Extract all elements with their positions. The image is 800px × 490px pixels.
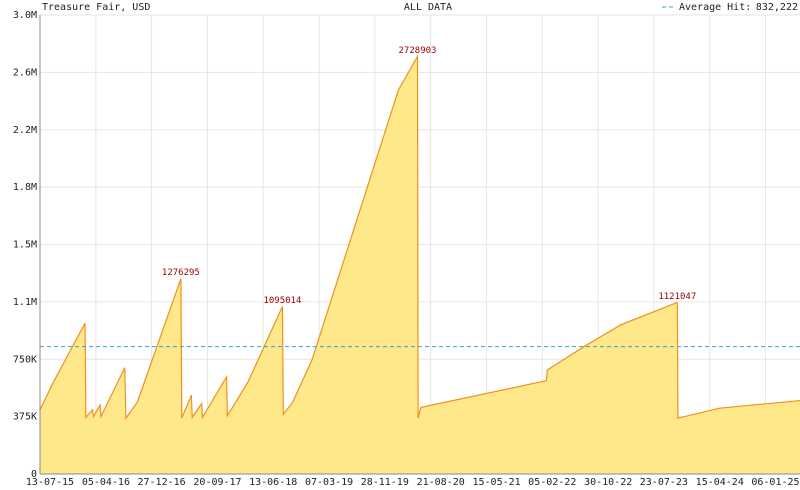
data-label: 2728903	[399, 46, 437, 56]
chart-subtitle: ALL DATA	[404, 2, 452, 13]
y-tick-label: 750K	[13, 354, 37, 365]
x-tick-label: 20-09-17	[193, 477, 241, 488]
chart-title: Treasure Fair, USD	[42, 2, 150, 13]
x-tick-label: 27-12-16	[138, 477, 186, 488]
x-tick-label: 15-04-24	[696, 477, 744, 488]
legend-value: 832,222	[756, 2, 798, 13]
data-label: 1095014	[263, 296, 301, 306]
x-tick-label: 21-08-20	[417, 477, 465, 488]
y-tick-label: 1.5M	[13, 240, 37, 251]
y-tick-label: 2.6M	[13, 67, 37, 78]
data-label: 1276295	[162, 268, 200, 278]
data-label: 1121047	[658, 292, 696, 302]
x-tick-label: 13-07-15	[26, 477, 74, 488]
x-tick-label: 13-06-18	[249, 477, 297, 488]
area	[40, 56, 800, 474]
y-tick-label: 1.8M	[13, 182, 37, 193]
line	[39, 54, 800, 420]
x-tick-label: 30-10-22	[584, 477, 632, 488]
y-tick-label: 3.0M	[13, 10, 37, 21]
x-tick-label: 23-07-23	[640, 477, 688, 488]
y-tick-label: 1.1M	[13, 297, 37, 308]
x-tick-label: 28-11-19	[361, 477, 409, 488]
x-tick-label: 06-01-25	[751, 477, 799, 488]
y-tick-label: 2.2M	[13, 125, 37, 136]
legend-label: Average Hit:	[679, 2, 751, 13]
x-tick-label: 07-03-19	[305, 477, 353, 488]
y-tick-label: 0	[31, 469, 37, 480]
x-tick-label: 05-02-22	[528, 477, 576, 488]
y-tick-label: 375K	[13, 412, 37, 423]
x-tick-label: 15-05-21	[472, 477, 520, 488]
x-tick-label: 05-04-16	[82, 477, 130, 488]
